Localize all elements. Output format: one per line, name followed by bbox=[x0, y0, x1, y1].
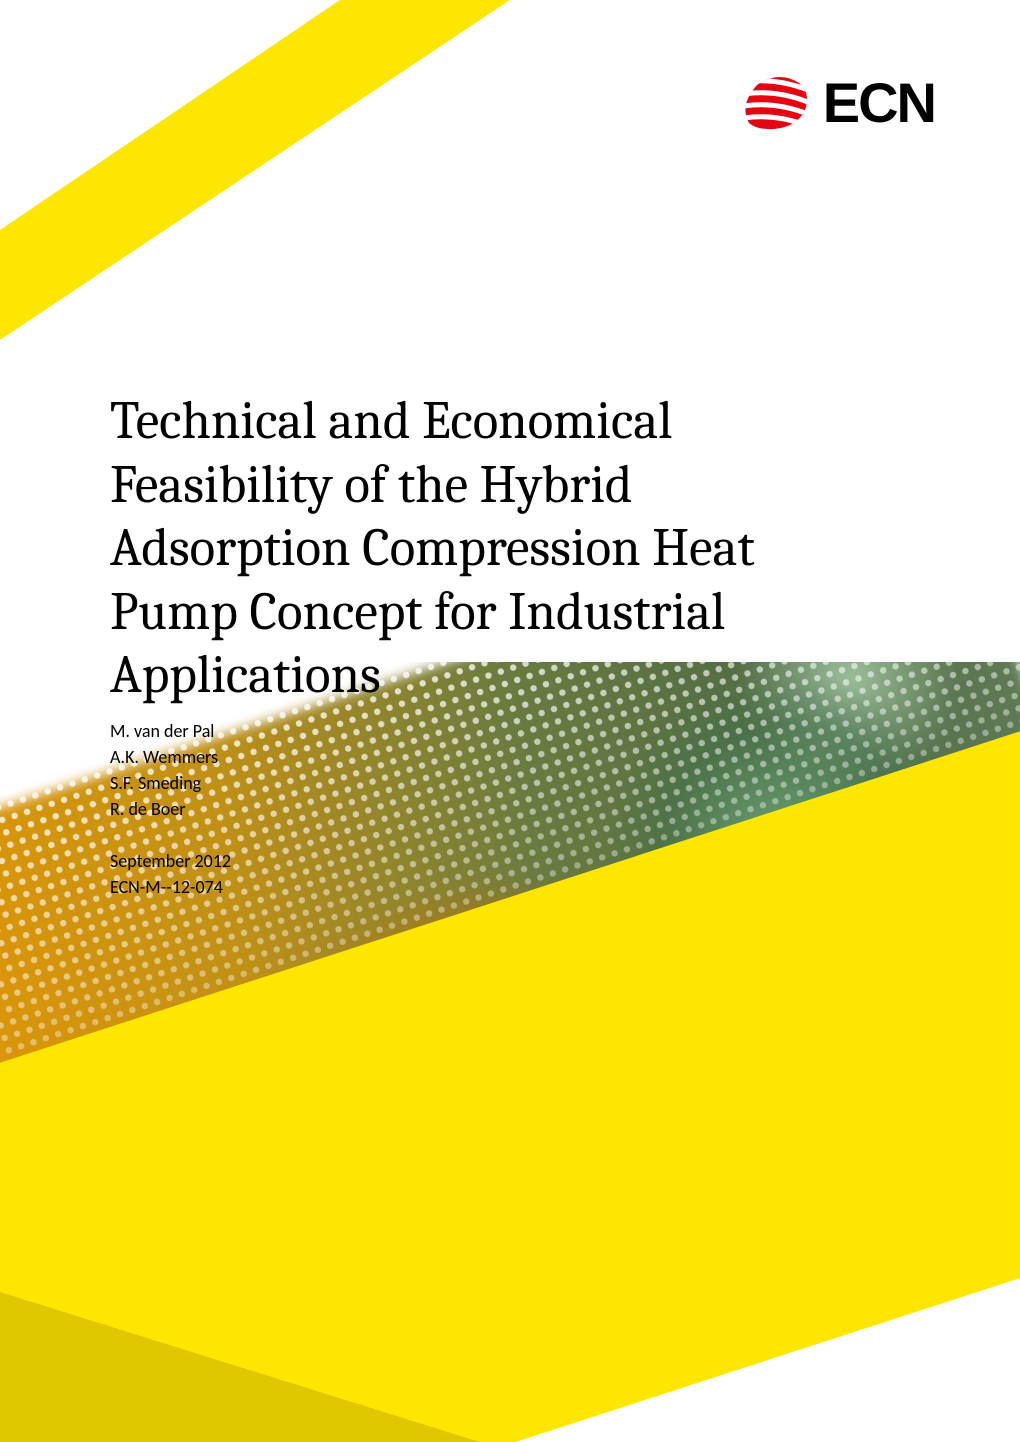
report-date: September 2012 bbox=[110, 848, 830, 874]
report-number: ECN-M--12-074 bbox=[110, 874, 830, 900]
top-diagonal-line bbox=[0, 0, 550, 370]
author: A.K. Wemmers bbox=[110, 744, 830, 770]
ecn-logo: ECN bbox=[739, 70, 935, 135]
ecn-logo-text: ECN bbox=[823, 70, 935, 135]
report-title: Technical and Economical Feasibility of … bbox=[110, 390, 830, 708]
ecn-logo-mark bbox=[739, 75, 809, 130]
author-list: M. van der Pal A.K. Wemmers S.F. Smeding… bbox=[110, 718, 830, 822]
bottom-dark-yellow-triangle bbox=[0, 1292, 480, 1442]
author: M. van der Pal bbox=[110, 718, 830, 744]
report-meta: September 2012 ECN-M--12-074 bbox=[110, 848, 830, 900]
author: S.F. Smeding bbox=[110, 770, 830, 796]
report-cover-page: ECN Technical and Economical Feasibility… bbox=[0, 0, 1020, 1442]
author: R. de Boer bbox=[110, 796, 830, 822]
cover-content: Technical and Economical Feasibility of … bbox=[110, 390, 830, 901]
